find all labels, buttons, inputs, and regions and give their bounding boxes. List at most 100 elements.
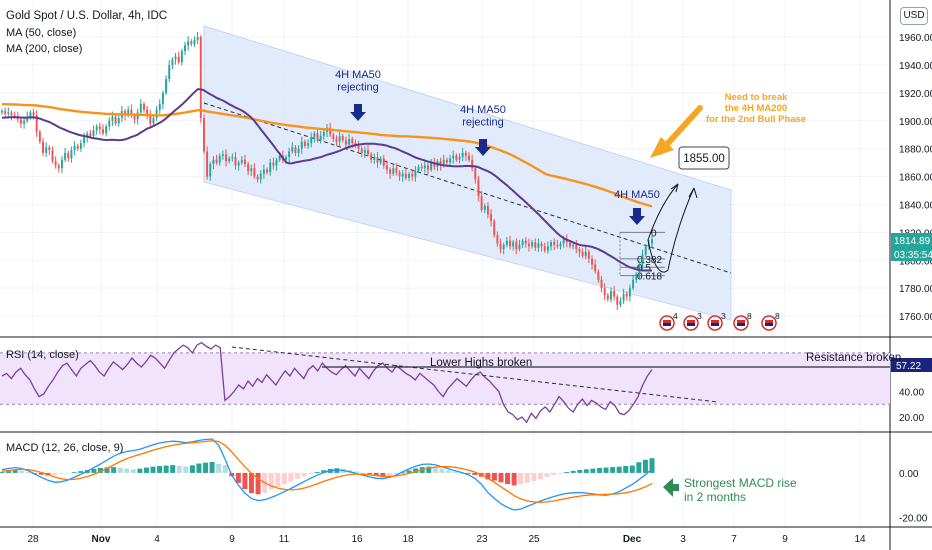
candle-body <box>496 235 499 244</box>
macd-histogram-bar <box>281 472 287 485</box>
rsi-lower-highs-trendline[interactable] <box>231 346 719 403</box>
candle-body <box>256 176 259 180</box>
ma50-rejecting-label-line: 4H MA50 <box>335 69 381 81</box>
time-tick-label: 16 <box>351 534 363 545</box>
macd-histogram-bar <box>189 465 195 473</box>
ma200-break-note: Need to break the 4H MA200 for the 2nd Bul… <box>706 92 806 125</box>
rsi-tick-label: 20.00 <box>899 413 924 424</box>
candle <box>464 150 467 161</box>
time-axis[interactable]: 28 Nov 4 9 11 16 18 23 25 Dec 3 7 9 14 <box>27 534 866 545</box>
currency-button[interactable]: USD <box>900 7 928 25</box>
candle-body <box>240 159 243 163</box>
event-flag-stripe <box>663 320 671 323</box>
candle-body <box>367 150 369 155</box>
candle-body <box>483 205 486 211</box>
candle-body <box>310 137 313 144</box>
macd-pane[interactable]: Strongest MACD rise in 2 months <box>0 438 797 511</box>
candle-body <box>4 111 7 114</box>
ma50-rejecting-label-line: rejecting <box>462 117 504 129</box>
candle <box>401 170 404 182</box>
ma50-rejecting-label-line: rejecting <box>337 82 379 94</box>
candle <box>619 297 622 308</box>
candle <box>101 124 104 136</box>
candle-body <box>553 242 556 245</box>
candle <box>411 170 414 181</box>
candle-body <box>389 169 392 174</box>
candle-body <box>616 296 619 305</box>
event-markers[interactable]: 4 3 3 8 8 <box>659 311 780 331</box>
candle <box>143 101 145 113</box>
macd-histogram-bar <box>452 471 458 473</box>
candle-body <box>452 155 455 159</box>
candle <box>108 117 111 131</box>
candle-body <box>426 165 429 170</box>
candle <box>60 156 63 174</box>
candle-body <box>202 118 205 152</box>
macd-histogram-bar <box>505 472 511 485</box>
candle-body <box>360 148 363 153</box>
candle-body <box>143 104 145 110</box>
projection-arrowhead <box>688 187 698 199</box>
candle <box>256 174 259 183</box>
candle-body <box>651 239 653 244</box>
candle-body <box>376 157 379 163</box>
macd-histogram-bar <box>485 472 491 480</box>
candle <box>603 283 606 301</box>
macd-histogram-bar <box>334 468 340 473</box>
last-price-value: 1814.89 <box>894 236 931 247</box>
candle-body <box>641 254 644 265</box>
candle-body <box>111 116 114 121</box>
candle <box>64 147 67 163</box>
candle <box>632 274 635 291</box>
candle-body <box>515 242 518 250</box>
price-tick-label: 1920.00 <box>899 89 932 100</box>
candle-body <box>632 279 635 289</box>
candle <box>490 209 493 227</box>
macd-axis[interactable]: 0.00 -20.00 <box>899 469 928 525</box>
candle-body <box>73 145 76 151</box>
channel-midline[interactable] <box>203 102 732 274</box>
macd-histogram-bar <box>557 472 563 474</box>
candle-body <box>468 155 470 160</box>
candle-body <box>329 127 332 135</box>
candle-body <box>471 159 474 169</box>
candle <box>594 259 597 274</box>
candle-body <box>7 112 10 114</box>
candle-body <box>215 159 218 163</box>
candle <box>291 142 294 154</box>
macd-histogram-bar <box>25 472 31 473</box>
macd-histogram-bar <box>465 472 471 474</box>
candle-body <box>32 112 35 116</box>
macd-histogram-bar <box>111 467 117 473</box>
candle <box>158 99 161 114</box>
candle <box>313 131 316 143</box>
signal-line[interactable] <box>1 440 653 504</box>
rsi-line[interactable] <box>1 341 653 424</box>
candle <box>272 157 275 170</box>
candle-body <box>35 115 38 132</box>
ma200-line[interactable] <box>1 102 653 208</box>
candle <box>616 294 619 311</box>
candle-body <box>79 143 82 149</box>
candle <box>392 164 395 177</box>
event-count: 3 <box>697 311 702 321</box>
candle-body <box>546 246 549 251</box>
candle-body <box>591 258 594 265</box>
candle-body <box>474 168 477 180</box>
candle-body <box>512 242 515 247</box>
candle-body <box>531 242 534 247</box>
candle <box>294 145 297 157</box>
macd-histogram-bar <box>360 472 366 474</box>
rsi-pane[interactable] <box>0 341 890 424</box>
ma50-line[interactable] <box>1 88 652 272</box>
macd-histogram-bar <box>445 470 451 473</box>
macd-histogram-bar <box>294 472 300 479</box>
candle-body <box>357 145 360 149</box>
macd-line[interactable] <box>1 438 653 511</box>
candle-body <box>133 115 136 120</box>
candle <box>600 276 603 293</box>
candle-body <box>294 147 297 153</box>
